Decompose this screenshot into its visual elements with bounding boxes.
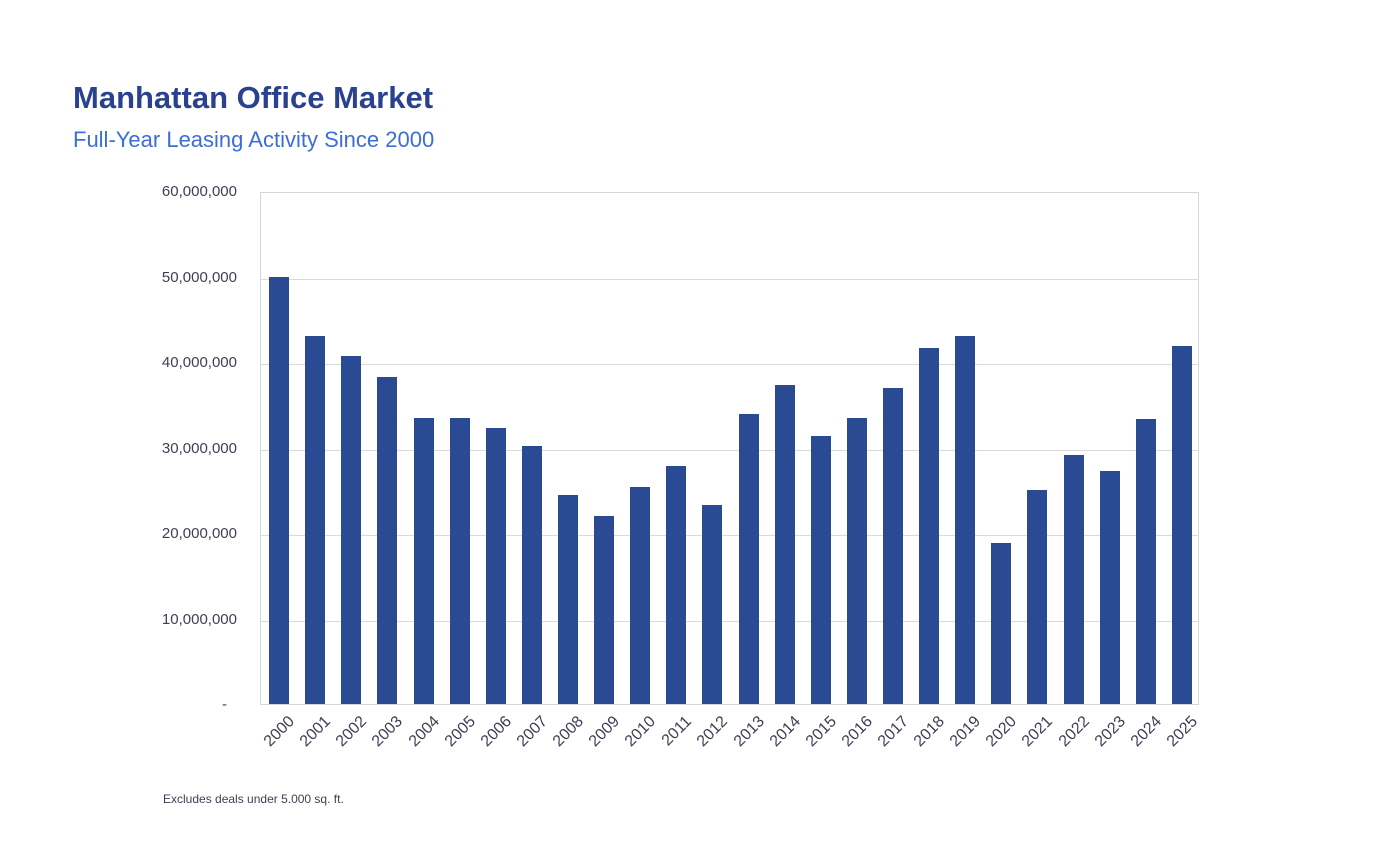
bar xyxy=(341,356,361,704)
y-axis-tick-label: 50,000,000 xyxy=(161,269,237,286)
bar xyxy=(666,465,686,704)
y-axis-tick-label: 40,000,000 xyxy=(161,354,237,371)
bar xyxy=(269,276,289,704)
page-subtitle: Full-Year Leasing Activity Since 2000 xyxy=(73,127,435,152)
y-axis-tick-label: 60,000,000 xyxy=(161,183,237,200)
bar xyxy=(775,385,795,704)
bar xyxy=(991,543,1011,704)
bar xyxy=(558,494,578,704)
plot-area xyxy=(260,192,1199,705)
bar xyxy=(414,418,434,704)
bar xyxy=(811,436,831,704)
bar xyxy=(630,486,650,704)
bar xyxy=(955,336,975,704)
y-axis-tick-label: 10,000,000 xyxy=(161,611,237,628)
gridline xyxy=(261,450,1198,451)
bar xyxy=(919,347,939,704)
page-title: Manhattan Office Market xyxy=(73,80,434,115)
bar xyxy=(450,417,470,704)
bar xyxy=(739,414,759,704)
bar xyxy=(377,377,397,704)
bar xyxy=(305,335,325,704)
bar xyxy=(847,418,867,704)
bar xyxy=(883,387,903,704)
gridline xyxy=(261,364,1198,365)
bar xyxy=(1100,471,1120,704)
gridline xyxy=(261,535,1198,536)
bar xyxy=(1136,419,1156,704)
bar xyxy=(594,515,614,704)
y-axis-tick-label: 30,000,000 xyxy=(161,440,237,457)
y-axis-tick-label: - xyxy=(222,696,227,713)
bar xyxy=(522,445,542,704)
bar xyxy=(486,427,506,704)
bar xyxy=(1172,345,1192,704)
gridline xyxy=(261,621,1198,622)
y-axis-tick-label: 20,000,000 xyxy=(161,525,237,542)
bar xyxy=(702,504,722,704)
chart-footnote: Excludes deals under 5.000 sq. ft. xyxy=(163,792,344,806)
bar xyxy=(1027,490,1047,704)
bar xyxy=(1064,455,1084,704)
gridline xyxy=(261,279,1198,280)
